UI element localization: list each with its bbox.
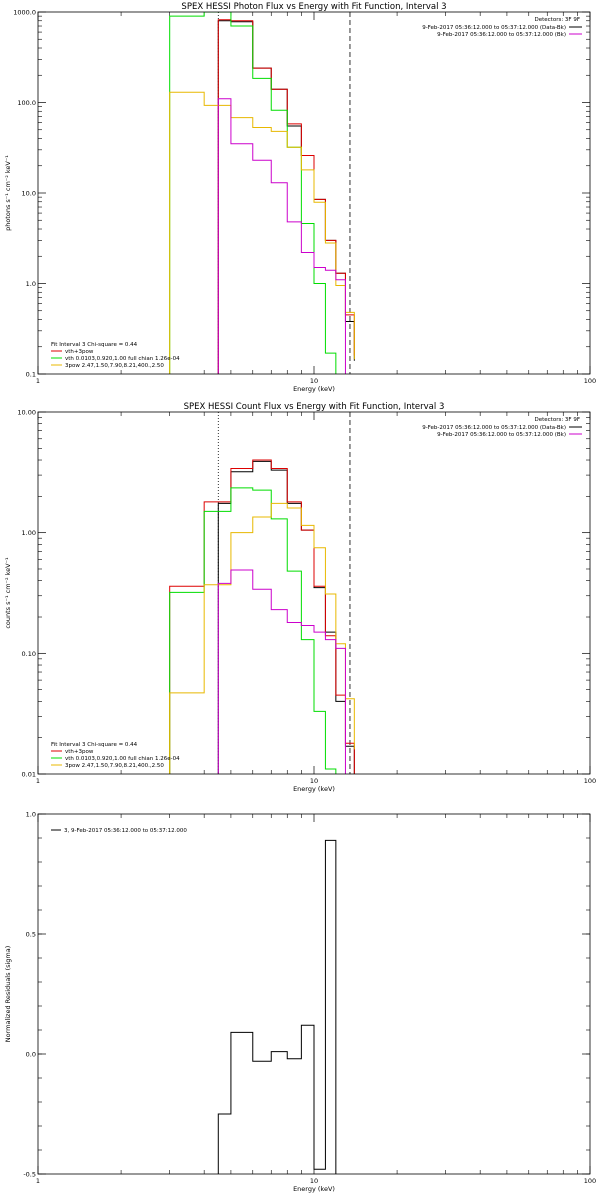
x-tick-label: 100 xyxy=(584,777,596,785)
legend-top-left: 3, 9-Feb-2017 05:36:12.000 to 05:37:12.0… xyxy=(51,828,187,834)
x-axis-label: Energy (keV) xyxy=(293,785,335,793)
plot-frame xyxy=(37,11,591,375)
y-tick-label: 0.5 xyxy=(26,931,36,939)
y-tick-label: 0.01 xyxy=(22,771,36,779)
y-axis-label: Normalized Residuals (sigma) xyxy=(4,946,12,1043)
legend-entry-label: vth 0.0103,0.920,1.00 full chian 1.26e-0… xyxy=(65,756,180,762)
legend-entry-label: vth+3pow xyxy=(65,349,94,355)
series-3pow xyxy=(169,91,355,374)
chart-panel-1: SPEX HESSI Photon Flux vs Energy with Fi… xyxy=(4,2,596,393)
legend-entry-label: 9-Feb-2017 05:36:12.000 to 05:37:12.000 … xyxy=(437,432,566,438)
y-tick-label: 0.0 xyxy=(26,1051,36,1059)
legend-entry-label: 9-Feb-2017 05:36:12.000 to 05:37:12.000 … xyxy=(422,425,566,431)
legend-entry-label: vth+3pow xyxy=(65,749,94,755)
chart-panel-2: SPEX HESSI Count Flux vs Energy with Fit… xyxy=(4,402,596,793)
legend-top-right: Detectors: 3F 9F 9-Feb-2017 05:36:12.000 … xyxy=(422,17,582,38)
y-tick-label: 1.00 xyxy=(22,529,36,537)
y-tick-label: 1000.0 xyxy=(13,9,36,17)
legend-entry-label: 9-Feb-2017 05:36:12.000 to 05:37:12.000 … xyxy=(437,32,566,38)
series-group xyxy=(169,459,355,774)
series-bk xyxy=(217,98,346,374)
plot-frame xyxy=(37,813,591,1175)
legend-header: Detectors: 3F 9F xyxy=(534,17,580,23)
x-tick-label: 100 xyxy=(584,377,596,385)
series-group xyxy=(169,12,355,374)
legend-entry-label: vth 0.0103,0.920,1.00 full chian 1.26e-0… xyxy=(65,356,180,362)
x-tick-label: 10 xyxy=(310,777,318,785)
chart-title: SPEX HESSI Count Flux vs Energy with Fit… xyxy=(184,402,445,412)
x-tick-label: 10 xyxy=(310,1177,318,1185)
y-tick-label: 0.1 xyxy=(26,371,36,379)
chart-panel-3: Energy (keV) Normalized Residuals (sigma)… xyxy=(4,811,596,1194)
y-axis-label: counts s⁻¹ cm⁻² keV⁻¹ xyxy=(4,557,12,629)
series-vth+3pow xyxy=(217,19,355,374)
series-residuals xyxy=(217,839,337,1174)
y-axis-label: photons s⁻¹ cm⁻² keV⁻¹ xyxy=(4,155,12,231)
x-axis-label: Energy (keV) xyxy=(293,385,335,393)
legend-top-right: Detectors: 3F 9F 9-Feb-2017 05:36:12.000 … xyxy=(422,417,582,438)
y-tick-label: -0.5 xyxy=(23,1171,36,1179)
y-tick-label: 100.0 xyxy=(17,99,36,107)
x-tick-label: 10 xyxy=(310,377,318,385)
y-tick-label: 10.00 xyxy=(17,409,36,417)
legend-header: Detectors: 3F 9F xyxy=(534,417,580,423)
series-data-bk xyxy=(217,20,355,374)
y-tick-label: 10.0 xyxy=(22,190,36,198)
x-axis-label: Energy (keV) xyxy=(293,1185,335,1193)
x-tick-label: 1 xyxy=(36,777,40,785)
series-vth xyxy=(169,12,337,374)
legend-header: Fit Interval 3 Chi-square = 0.44 xyxy=(51,342,138,348)
legend-entry-label: 3pow 2.47,1.50,7.90,8.21,400.,2.50 xyxy=(65,363,164,369)
legend-header: Fit Interval 3 Chi-square = 0.44 xyxy=(51,742,138,748)
plot-frame xyxy=(37,411,591,775)
legend-bottom-left: Fit Interval 3 Chi-square = 0.44vth+3pow… xyxy=(51,342,180,369)
y-tick-label: 0.10 xyxy=(22,650,36,658)
y-tick-label: 1.0 xyxy=(26,280,36,288)
x-tick-label: 1 xyxy=(36,1177,40,1185)
y-tick-label: 1.0 xyxy=(26,811,36,819)
legend-entry-label: 3, 9-Feb-2017 05:36:12.000 to 05:37:12.0… xyxy=(64,828,187,834)
series-group xyxy=(217,839,337,1174)
series-3pow xyxy=(169,502,355,774)
x-tick-label: 1 xyxy=(36,377,40,385)
chart-title: SPEX HESSI Photon Flux vs Energy with Fi… xyxy=(181,2,446,12)
legend-bottom-left: Fit Interval 3 Chi-square = 0.44vth+3pow… xyxy=(51,742,180,769)
series-vth+3pow xyxy=(169,459,355,774)
legend-entry-label: 9-Feb-2017 05:36:12.000 to 05:37:12.000 … xyxy=(422,25,566,31)
series-bk xyxy=(217,569,346,774)
x-tick-label: 100 xyxy=(584,1177,596,1185)
series-vth xyxy=(169,487,337,774)
legend-entry-label: 3pow 2.47,1.50,7.90,8.21,400.,2.50 xyxy=(65,763,164,769)
